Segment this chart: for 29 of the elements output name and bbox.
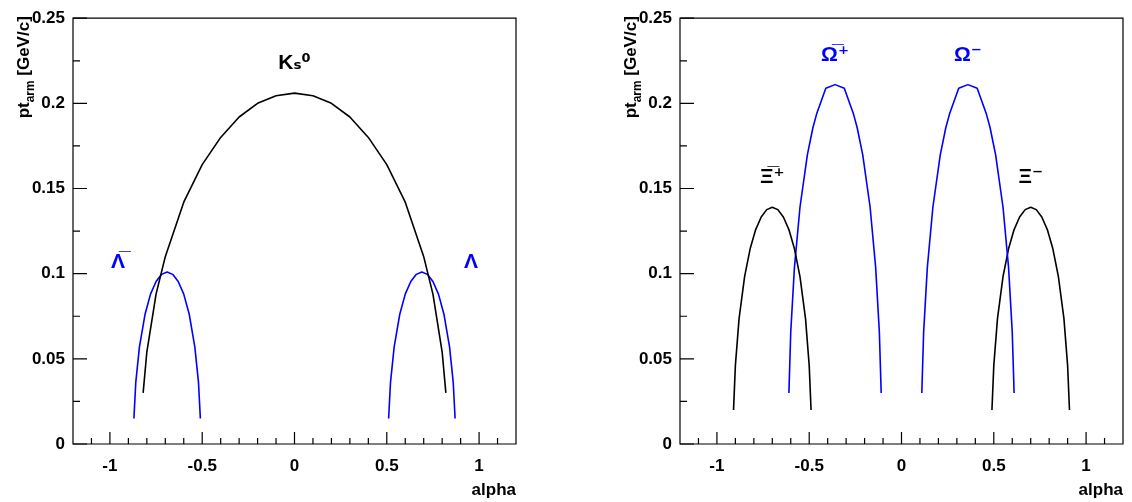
series-label: Λ: [464, 248, 479, 272]
y-tick-label: 0.1: [41, 263, 65, 283]
y-tick-label: 0: [662, 433, 672, 453]
x-tick-label: 1: [474, 455, 484, 475]
x-tick-label: 0.5: [981, 455, 1006, 475]
x-tick-label: -0.5: [187, 455, 217, 475]
x-axis-title: alpha: [1078, 480, 1124, 499]
x-axis-title: alpha: [471, 480, 517, 499]
y-tick-label: 0.05: [31, 348, 65, 368]
x-tick-label: -0.5: [794, 455, 824, 475]
series-label: Ω⁻: [953, 41, 982, 65]
y-tick-label: 0.2: [41, 93, 65, 113]
y-tick-label: 0.05: [638, 348, 672, 368]
series-label: Ξ̅⁺: [759, 164, 785, 188]
x-tick-label: 0: [896, 455, 907, 475]
y-tick-label: 0.1: [648, 263, 672, 283]
series-label: Λ̅: [110, 248, 131, 272]
y-tick-label: 0.2: [648, 93, 672, 113]
series-label: Ξ⁻: [1018, 164, 1044, 188]
x-tick-label: 0.5: [374, 455, 399, 475]
y-tick-label: 0: [55, 433, 65, 453]
series-label: Kₛ⁰: [278, 50, 311, 74]
x-tick-label: -1: [709, 455, 725, 475]
y-tick-label: 0.15: [638, 178, 672, 198]
x-tick-label: -1: [102, 455, 118, 475]
x-tick-label: 0: [289, 455, 300, 475]
series-label: Ω̅⁺: [821, 41, 850, 65]
y-tick-label: 0.15: [31, 178, 65, 198]
x-tick-label: 1: [1081, 455, 1091, 475]
